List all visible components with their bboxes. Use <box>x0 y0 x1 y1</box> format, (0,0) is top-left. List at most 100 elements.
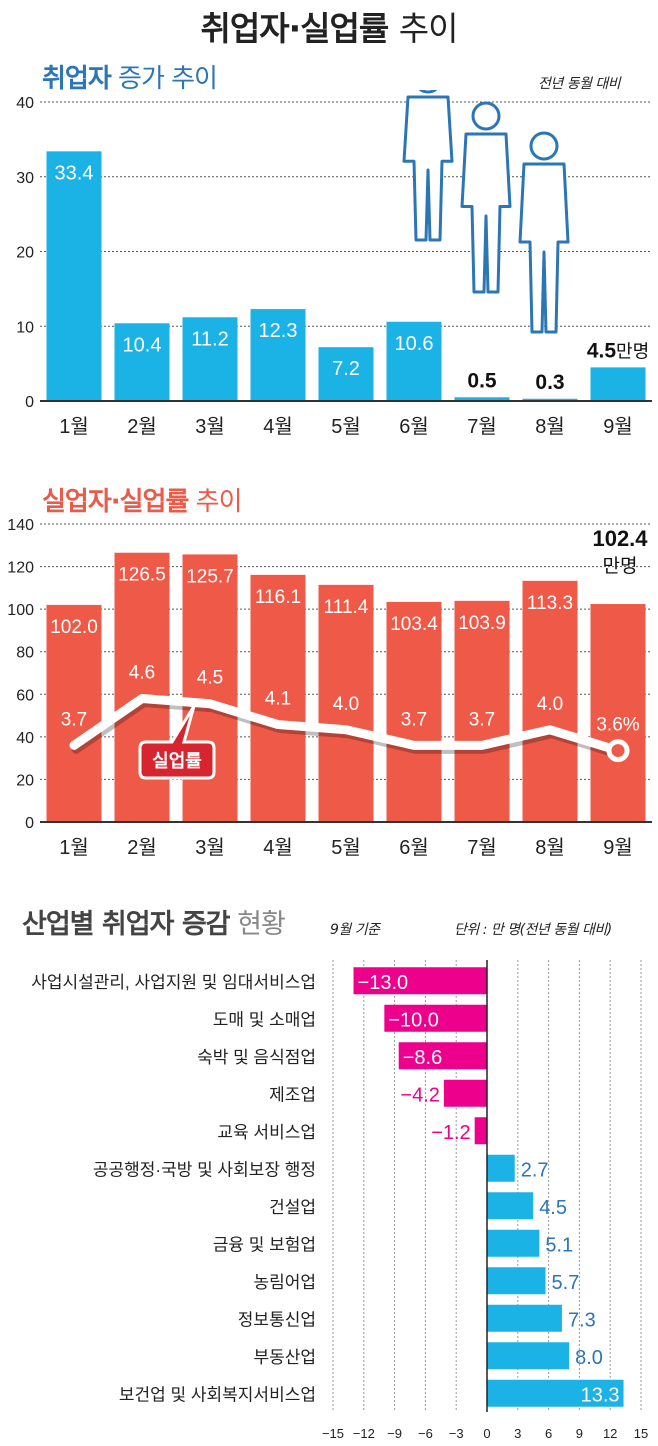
employed-note: 전년 동월 대비 <box>538 76 621 92</box>
bar-value-label: 103.4 <box>390 614 438 635</box>
x-tick-label: −12 <box>353 1426 375 1441</box>
y-tick-label: 40 <box>16 730 34 747</box>
category-label: 도매 및 소매업 <box>213 1010 316 1029</box>
industry-section-title: 산업별 취업자 증감 현황 <box>22 902 286 941</box>
bar-value-label: 7.3 <box>568 1309 596 1331</box>
industry-title-light: 현황 <box>237 909 286 940</box>
callout-bubble <box>138 705 216 780</box>
bar-value-label: −10.0 <box>388 1009 439 1031</box>
title-bold: 취업자·실업률 <box>200 9 390 48</box>
y-tick-label: 60 <box>16 687 34 704</box>
unit-label: 만명 <box>616 341 649 361</box>
callout-label: 실업률 <box>152 751 202 771</box>
x-tick-label: 3월 <box>195 415 225 438</box>
bar-1월 <box>46 604 102 822</box>
bar-value-label: 111.4 <box>324 597 369 618</box>
rate-line <box>69 694 623 756</box>
x-tick-label: 2월 <box>127 836 157 859</box>
rate-value-label: 3.7 <box>469 709 495 730</box>
x-tick-label: 8월 <box>535 415 565 438</box>
rate-value-label: 3.7 <box>61 709 87 730</box>
bar-value-label: 8.0 <box>575 1347 603 1369</box>
infographic-title: 취업자·실업률 추이 <box>0 2 658 50</box>
x-tick-label: −15 <box>322 1426 344 1441</box>
y-tick-label: 100 <box>7 602 34 619</box>
x-tick-label: −3 <box>449 1426 464 1441</box>
bar-3 <box>443 1079 487 1107</box>
industry-title-bold: 산업별 취업자 증감 <box>22 909 231 940</box>
bar-value-label: −13.0 <box>358 972 409 994</box>
bar-6월 <box>386 601 442 822</box>
bar-value-label: 102.0 <box>50 617 98 638</box>
person-body-icon <box>460 132 512 294</box>
bar-4 <box>474 1117 487 1145</box>
bar-value-label: 103.9 <box>458 613 506 634</box>
bar-8 <box>487 1267 546 1295</box>
bar-7월 <box>454 397 510 401</box>
title-light: 추이 <box>398 9 459 48</box>
bar-value-label: −4.2 <box>400 1084 439 1106</box>
x-tick-label: 7월 <box>467 836 497 859</box>
x-tick-label: 4월 <box>263 836 293 859</box>
unemployed-combo-chart: 0 20 40 60 80 100 120 140 102.0 1월 126.5 2월 125.7 3월 1… <box>7 517 652 859</box>
bar-value-label: 5.7 <box>552 1272 580 1294</box>
y-tick-label: 0 <box>25 394 34 411</box>
bar-value-label: 4.5 <box>539 1197 567 1219</box>
x-tick-label: 12 <box>603 1426 617 1441</box>
rate-value-label: 4.0 <box>333 694 359 715</box>
employed-section-title: 취업자 증가 추이 <box>42 58 218 95</box>
x-tick-label: 6월 <box>399 836 429 859</box>
category-label: 교육 서비스업 <box>217 1123 316 1142</box>
employed-bar-chart: 0 10 20 30 40 33.4 1월 10.4 2월 11.2 3월 12.3 4월 7.2 5월 10… <box>16 90 652 438</box>
x-tick-label: −9 <box>387 1426 402 1441</box>
x-tick-label: 6 <box>545 1426 552 1441</box>
rate-callout: 실업률 <box>138 705 216 780</box>
x-tick-label: 5월 <box>331 415 361 438</box>
rate-value-label: 3.7 <box>401 709 427 730</box>
y-tick-label: 80 <box>16 645 34 662</box>
bar-value-label: 10.6 <box>395 333 434 355</box>
unemployed-title-light: 추이 <box>195 487 243 517</box>
industry-basis-note: 9월 기준 <box>330 922 380 938</box>
bar-1월 <box>46 151 102 401</box>
bar-value-label: 0.5 <box>467 369 497 392</box>
bar-11 <box>487 1379 624 1407</box>
bar-1 <box>384 1004 487 1032</box>
bar-0 <box>353 967 487 995</box>
bar-2월 <box>114 552 170 822</box>
bar-value-label: 2.7 <box>521 1159 549 1181</box>
bar-5월 <box>318 584 374 822</box>
workers-illustration-icon <box>402 90 570 334</box>
bar-value-label: −1.2 <box>431 1122 470 1144</box>
bar-value-label: 126.5 <box>118 565 166 586</box>
x-tick-label: 8월 <box>535 836 565 859</box>
bar-value-label: −8.6 <box>403 1047 442 1069</box>
bar-2월 <box>114 323 170 401</box>
category-label: 농림어업 <box>253 1273 316 1292</box>
bar-10 <box>487 1342 570 1370</box>
category-label: 제조업 <box>269 1085 316 1104</box>
bar-3월 <box>182 317 238 401</box>
x-tick-label: 7월 <box>467 415 497 438</box>
bar-value-label: 5.1 <box>545 1234 573 1256</box>
x-tick-label: 3 <box>514 1426 521 1441</box>
employed-title-light: 증가 추이 <box>118 64 218 94</box>
y-tick-label: 30 <box>16 170 34 187</box>
y-tick-label: 40 <box>16 95 34 112</box>
bar-value-label: 102.4 <box>592 526 648 551</box>
bar-8월 <box>522 580 578 822</box>
y-tick-label: 0 <box>25 815 34 832</box>
bar-value-label: 125.7 <box>186 566 234 587</box>
bar-6월 <box>386 321 442 401</box>
bar-5 <box>487 1154 515 1182</box>
person-body-icon <box>518 162 570 334</box>
rate-value-label: 4.0 <box>537 694 563 715</box>
industry-horizontal-bar-chart: −15 −12 −9 −6 −3 0 3 6 9 12 15 사업시설관리, 사업지원 및 임대서비스… <box>31 960 648 1441</box>
bar-5월 <box>318 347 374 401</box>
y-tick-label: 20 <box>16 245 34 262</box>
x-tick-label: −6 <box>418 1426 433 1441</box>
x-tick-label: 9월 <box>603 836 633 859</box>
person-body-icon <box>402 95 454 242</box>
bar-value-label: 7.2 <box>332 358 360 380</box>
x-tick-label: 1월 <box>59 415 89 438</box>
